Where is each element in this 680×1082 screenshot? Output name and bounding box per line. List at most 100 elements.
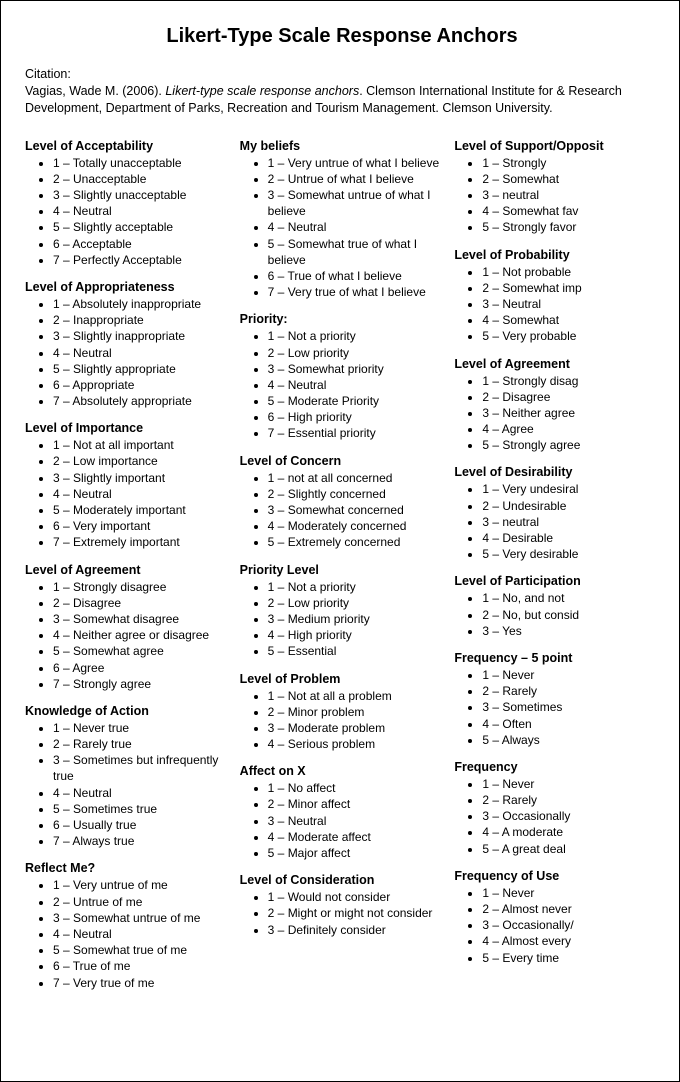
scale-item: 2 – No, but consid — [482, 607, 659, 623]
scale-block: Level of Importance1 – Not at all import… — [25, 421, 230, 550]
scale-item: 2 – Low importance — [53, 453, 230, 469]
scale-item: 4 – Neutral — [268, 377, 445, 393]
scale-item: 4 – Neutral — [53, 486, 230, 502]
scale-title: Level of Consideration — [240, 873, 445, 887]
scale-item: 5 – Slightly acceptable — [53, 219, 230, 235]
scale-item: 7 – Strongly agree — [53, 676, 230, 692]
scale-items: 1 – Not at all a problem2 – Minor proble… — [240, 688, 445, 753]
scale-item: 1 – Very undesiral — [482, 481, 659, 497]
scale-block: Level of Problem 1 – Not at all a problem… — [240, 672, 445, 753]
scale-block: Level of Acceptability 1 – Totally unacce… — [25, 139, 230, 268]
scale-item: 4 – Somewhat fav — [482, 203, 659, 219]
scale-item: 6 – Very important — [53, 518, 230, 534]
scale-items: 1 – Absolutely inappropriate2 – Inapprop… — [25, 296, 230, 409]
scale-item: 2 – Disagree — [53, 595, 230, 611]
scale-block: Level of Agreement 1 – Strongly disagree2… — [25, 563, 230, 692]
scale-item: 3 – Somewhat untrue of me — [53, 910, 230, 926]
scale-item: 5 – Major affect — [268, 845, 445, 861]
scale-item: 4 – Neutral — [268, 219, 445, 235]
scale-items: 1 – Very untrue of what I believe2 – Unt… — [240, 155, 445, 301]
scale-item: 5 – Every time — [482, 950, 659, 966]
scale-item: 2 – Might or might not consider — [268, 905, 445, 921]
scale-title: My beliefs — [240, 139, 445, 153]
scale-item: 7 – Always true — [53, 833, 230, 849]
scale-item: 1 – Never true — [53, 720, 230, 736]
scale-item: 3 – Somewhat disagree — [53, 611, 230, 627]
scale-item: 1 – Not a priority — [268, 328, 445, 344]
scale-item: 5 – Strongly agree — [482, 437, 659, 453]
scale-block: Reflect Me? 1 – Very untrue of me2 – Untr… — [25, 861, 230, 990]
scale-item: 7 – Very true of me — [53, 975, 230, 991]
scale-title: Level of Problem — [240, 672, 445, 686]
scale-item: 2 – Inappropriate — [53, 312, 230, 328]
scale-title: Knowledge of Action — [25, 704, 230, 718]
scale-item: 6 – High priority — [268, 409, 445, 425]
scale-block: Level of Appropriateness1 – Absolutely i… — [25, 280, 230, 409]
scale-item: 1 – No affect — [268, 780, 445, 796]
scale-item: 2 – Somewhat imp — [482, 280, 659, 296]
document-page: Likert-Type Scale Response Anchors Citat… — [0, 0, 680, 1082]
scale-block: Level of Agreement1 – Strongly disag2 – … — [454, 357, 659, 454]
scale-item: 7 – Perfectly Acceptable — [53, 252, 230, 268]
scale-block: Frequency – 5 point1 – Never2 – Rarely3 … — [454, 651, 659, 748]
scale-item: 5 – Sometimes true — [53, 801, 230, 817]
scale-item: 2 – Almost never — [482, 901, 659, 917]
scale-item: 1 – Totally unacceptable — [53, 155, 230, 171]
scale-item: 5 – Very probable — [482, 328, 659, 344]
scale-item: 5 – Somewhat true of me — [53, 942, 230, 958]
scale-item: 3 – Medium priority — [268, 611, 445, 627]
scale-item: 1 – Very untrue of me — [53, 877, 230, 893]
scale-items: 1 – No affect2 – Minor affect3 – Neutral… — [240, 780, 445, 861]
scale-item: 2 – Somewhat — [482, 171, 659, 187]
scale-items: 1 – Strongly disagree2 – Disagree3 – Som… — [25, 579, 230, 692]
scale-block: Frequency of Use1 – Never2 – Almost neve… — [454, 869, 659, 966]
page-title: Likert-Type Scale Response Anchors — [25, 25, 659, 48]
scale-item: 3 – Sometimes — [482, 699, 659, 715]
scale-item: 2 – Untrue of me — [53, 894, 230, 910]
scale-title: Level of Participation — [454, 574, 659, 588]
scale-items: 1 – Totally unacceptable2 – Unacceptable… — [25, 155, 230, 268]
scale-block: Level of Desirability1 – Very undesiral2… — [454, 465, 659, 562]
scale-item: 2 – Slightly concerned — [268, 486, 445, 502]
scale-item: 3 – Neutral — [482, 296, 659, 312]
scale-title: Level of Acceptability — [25, 139, 230, 153]
scale-item: 5 – Somewhat agree — [53, 643, 230, 659]
scale-item: 2 – Low priority — [268, 595, 445, 611]
scale-item: 1 – Very untrue of what I believe — [268, 155, 445, 171]
scale-item: 2 – Rarely — [482, 792, 659, 808]
scale-item: 5 – Somewhat true of what I believe — [268, 236, 445, 268]
scale-item: 4 – Neutral — [53, 345, 230, 361]
scale-block: Knowledge of Action1 – Never true2 – Rar… — [25, 704, 230, 850]
scale-item: 7 – Absolutely appropriate — [53, 393, 230, 409]
scale-item: 4 – Somewhat — [482, 312, 659, 328]
scale-item: 3 – Slightly inappropriate — [53, 328, 230, 344]
columns-container: Level of Acceptability 1 – Totally unacce… — [25, 139, 659, 1003]
scale-item: 5 – Moderate Priority — [268, 393, 445, 409]
scale-block: My beliefs 1 – Very untrue of what I beli… — [240, 139, 445, 301]
scale-item: 3 – Somewhat untrue of what I believe — [268, 187, 445, 219]
scale-items: 1 – Strongly disag2 – Disagree3 – Neithe… — [454, 373, 659, 454]
scale-title: Level of Agreement — [25, 563, 230, 577]
scale-item: 4 – Neutral — [53, 203, 230, 219]
scale-item: 7 – Extremely important — [53, 534, 230, 550]
scale-title: Level of Support/Opposit — [454, 139, 659, 153]
scale-item: 3 – Sometimes but infrequently true — [53, 752, 230, 784]
scale-block: Level of Participation1 – No, and not2 –… — [454, 574, 659, 639]
column-3: Level of Support/Opposit1 – Strongly2 – … — [454, 139, 659, 1003]
scale-block: Level of Probability1 – Not probable2 – … — [454, 248, 659, 345]
scale-block: Level of Concern1 – not at all concerned… — [240, 454, 445, 551]
scale-item: 5 – Slightly appropriate — [53, 361, 230, 377]
scale-title: Frequency – 5 point — [454, 651, 659, 665]
scale-title: Priority: — [240, 312, 445, 326]
scale-item: 1 – Strongly — [482, 155, 659, 171]
scale-item: 4 – Neither agree or disagree — [53, 627, 230, 643]
scale-item: 6 – Acceptable — [53, 236, 230, 252]
scale-item: 3 – Somewhat priority — [268, 361, 445, 377]
citation-block: Citation: Vagias, Wade M. (2006). Likert… — [25, 66, 659, 117]
scale-title: Frequency — [454, 760, 659, 774]
scale-items: 1 – Very undesiral2 – Undesirable3 – neu… — [454, 481, 659, 562]
citation-author: Vagias, Wade M. (2006). — [25, 84, 165, 98]
scale-title: Reflect Me? — [25, 861, 230, 875]
column-1: Level of Acceptability 1 – Totally unacce… — [25, 139, 230, 1003]
scale-item: 2 – Low priority — [268, 345, 445, 361]
